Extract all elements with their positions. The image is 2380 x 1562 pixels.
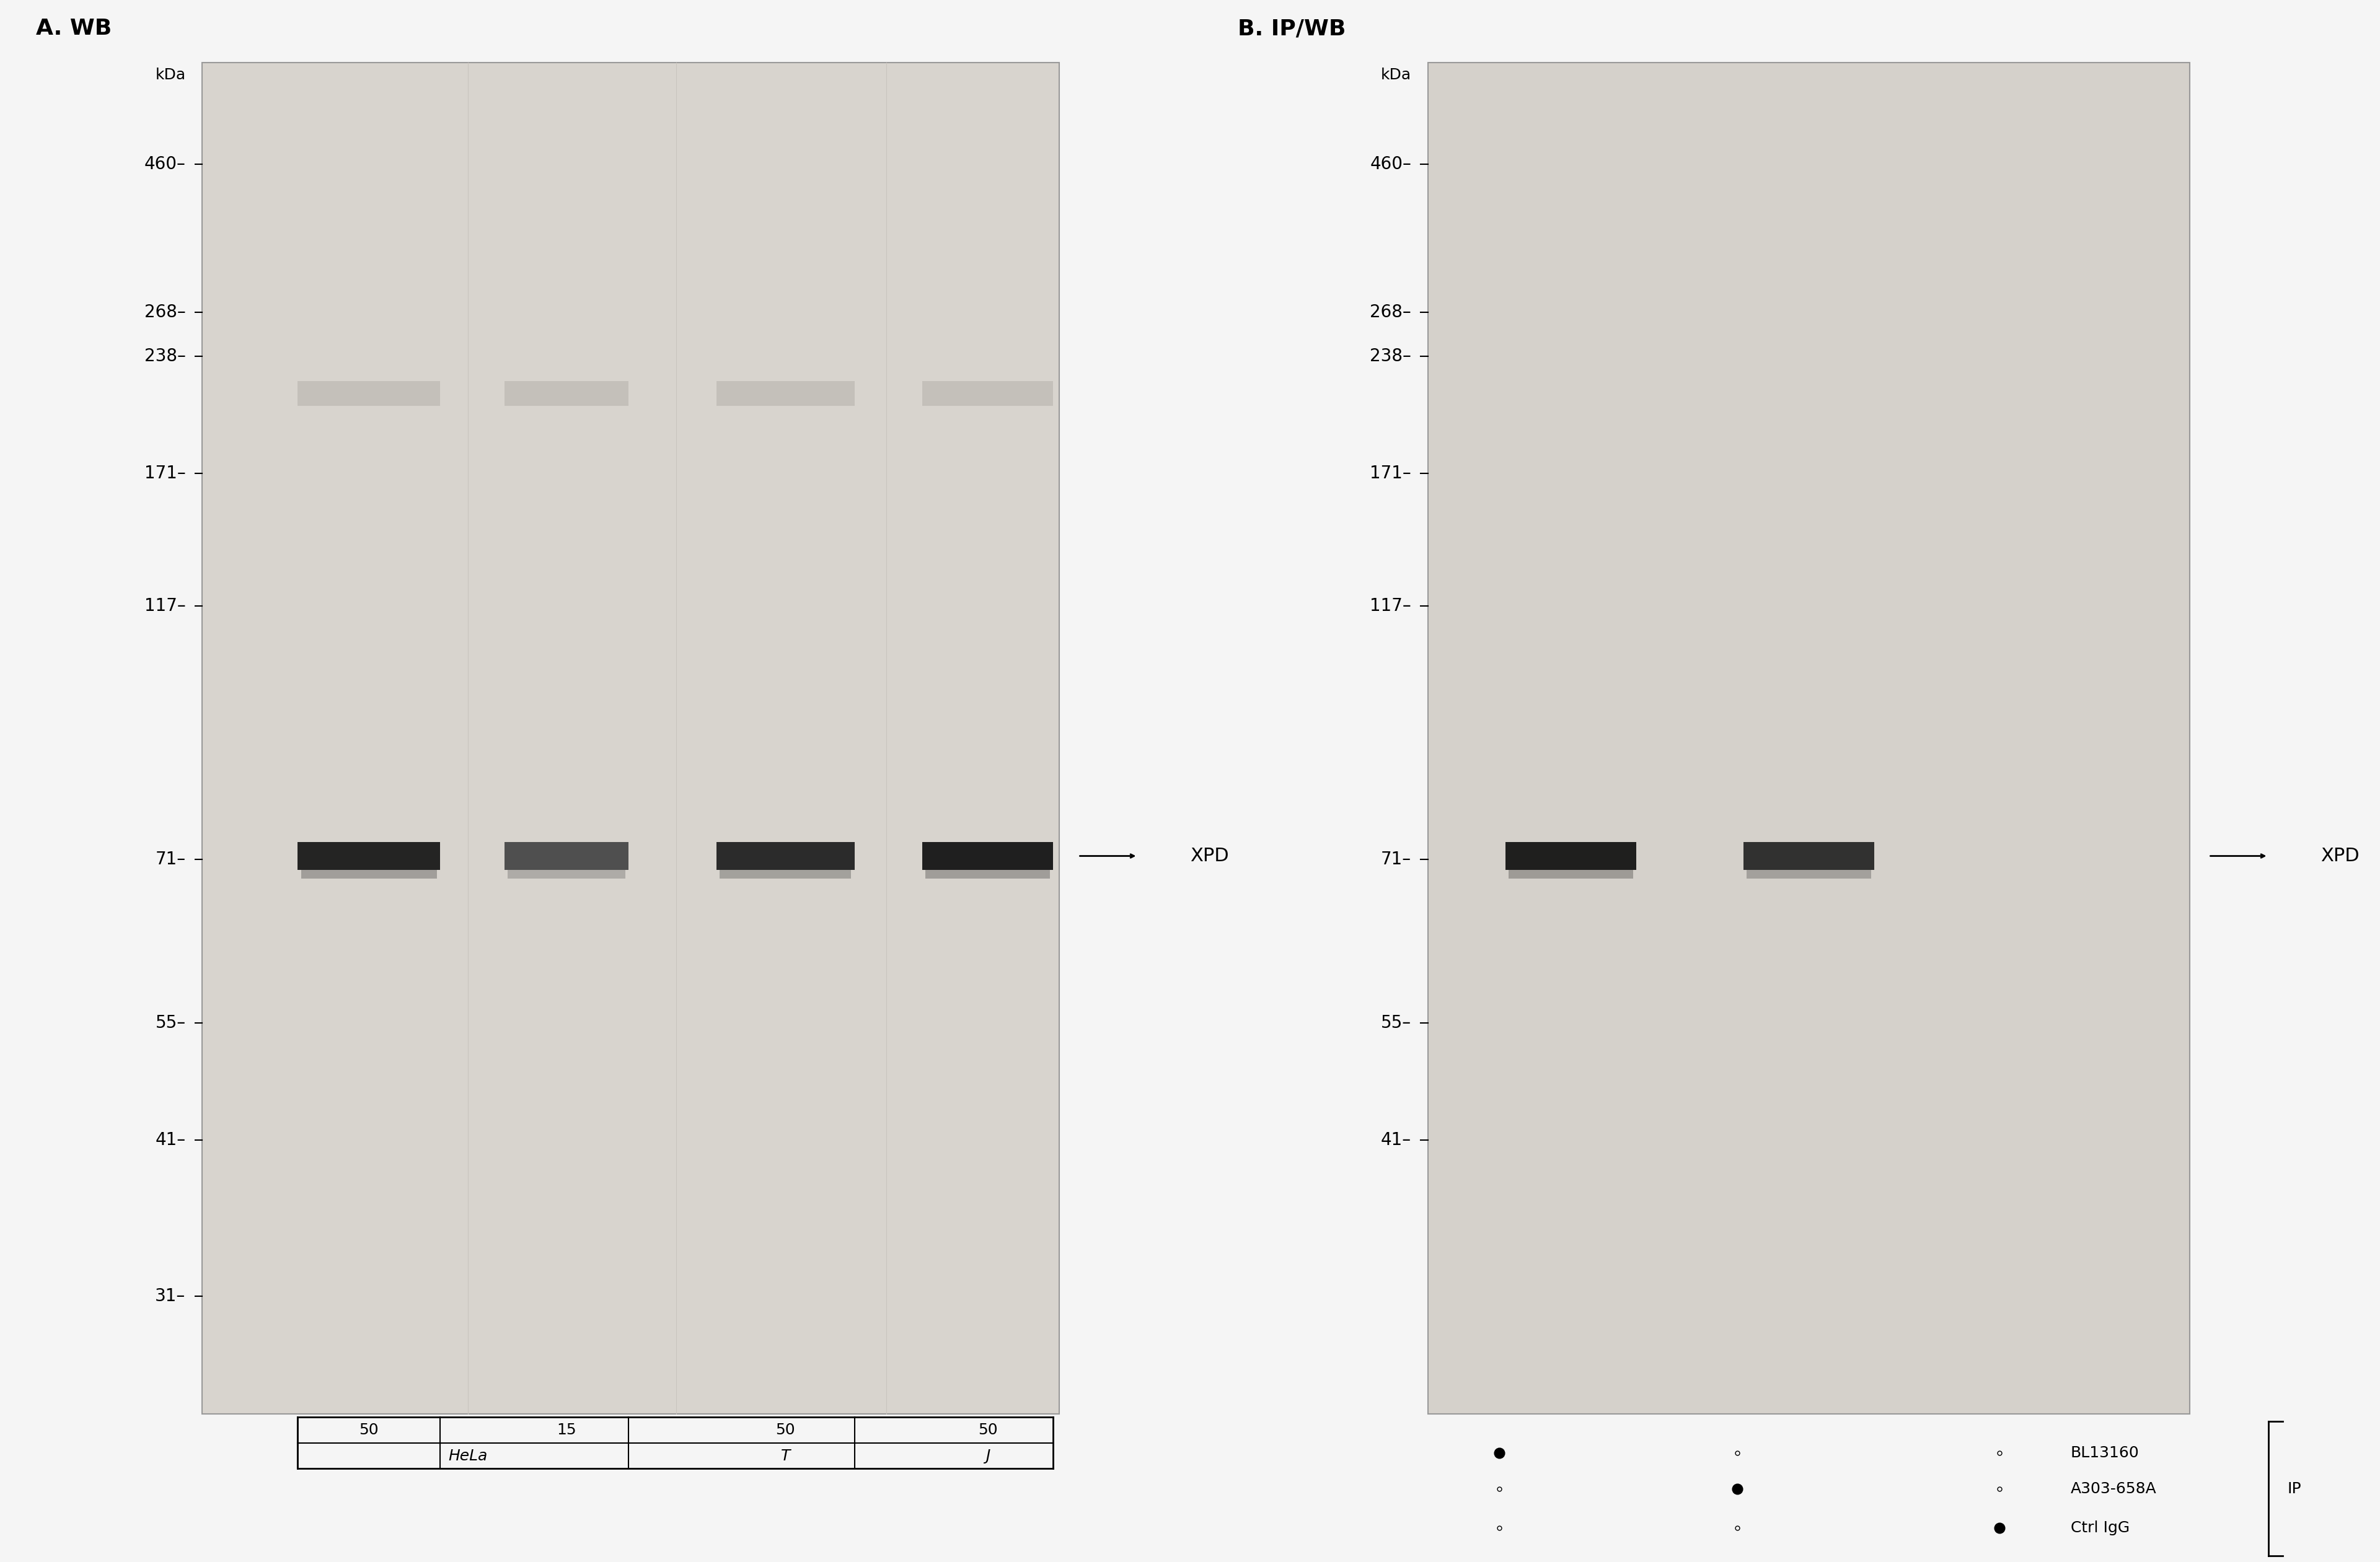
Bar <box>716 842 854 870</box>
Bar <box>921 381 1052 406</box>
Text: 171–: 171– <box>145 464 186 483</box>
Bar <box>298 842 440 870</box>
Text: 268–: 268– <box>1371 303 1411 322</box>
Text: 31–: 31– <box>155 1287 186 1306</box>
Text: Ctrl IgG: Ctrl IgG <box>2071 1520 2130 1535</box>
Text: 71–: 71– <box>155 850 186 868</box>
Bar <box>921 842 1052 870</box>
Bar <box>1428 62 2190 1414</box>
Text: 71–: 71– <box>1380 850 1411 868</box>
Bar <box>1742 842 1875 870</box>
Bar <box>1509 870 1633 878</box>
Text: 50: 50 <box>776 1423 795 1437</box>
Bar <box>1747 870 1871 878</box>
Text: BL13160: BL13160 <box>2071 1445 2140 1460</box>
Bar <box>1507 842 1637 870</box>
Bar <box>505 842 628 870</box>
Bar <box>298 381 440 406</box>
Text: XPD: XPD <box>1190 847 1228 865</box>
Text: A303-658A: A303-658A <box>2071 1481 2156 1496</box>
Text: 238–: 238– <box>145 347 186 366</box>
Bar <box>926 870 1050 878</box>
Bar <box>300 870 438 878</box>
Text: 50: 50 <box>359 1423 378 1437</box>
Text: 238–: 238– <box>1371 347 1411 366</box>
Bar <box>716 381 854 406</box>
Text: A. WB: A. WB <box>36 19 112 39</box>
Text: IP: IP <box>2287 1481 2301 1496</box>
Text: 460–: 460– <box>145 155 186 173</box>
Text: T: T <box>781 1448 790 1464</box>
Text: 171–: 171– <box>1371 464 1411 483</box>
Text: B. IP/WB: B. IP/WB <box>1238 19 1345 39</box>
Text: HeLa: HeLa <box>447 1448 488 1464</box>
Text: 55–: 55– <box>155 1014 186 1032</box>
Text: XPD: XPD <box>2320 847 2359 865</box>
Text: 15: 15 <box>557 1423 576 1437</box>
Text: J: J <box>985 1448 990 1464</box>
Text: 117–: 117– <box>1371 597 1411 615</box>
Text: 117–: 117– <box>145 597 186 615</box>
Text: kDa: kDa <box>1380 67 1411 83</box>
Text: 460–: 460– <box>1371 155 1411 173</box>
Text: 50: 50 <box>978 1423 997 1437</box>
Text: 268–: 268– <box>145 303 186 322</box>
Text: 55–: 55– <box>1380 1014 1411 1032</box>
Bar <box>505 381 628 406</box>
Bar <box>202 62 1059 1414</box>
Bar <box>507 870 626 878</box>
Text: 41–: 41– <box>1380 1131 1411 1150</box>
Text: kDa: kDa <box>155 67 186 83</box>
Bar <box>719 870 852 878</box>
Text: 41–: 41– <box>155 1131 186 1150</box>
